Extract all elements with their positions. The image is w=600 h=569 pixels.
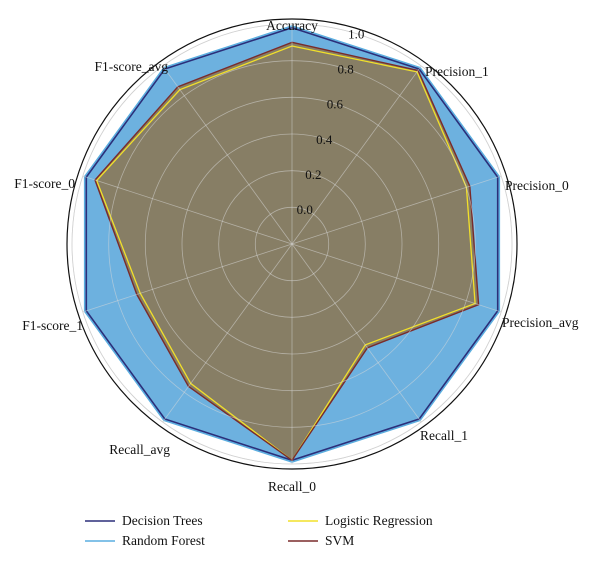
- spoke-gridline-overlay-6: [162, 243, 293, 423]
- axis-label-f1-score-avg: F1-score_avg: [95, 59, 169, 74]
- axis-label-recall-avg: Recall_avg: [109, 442, 170, 457]
- axis-label-precision-1: Precision_1: [425, 64, 489, 79]
- legend-label-svm: SVM: [325, 533, 354, 548]
- legend-label-logistic-regression: Logistic Regression: [325, 513, 433, 528]
- outer-frame-circle: [66, 18, 518, 470]
- spoke-gridline-overlay-3: [291, 243, 502, 313]
- axis-label-recall-0: Recall_0: [268, 479, 316, 494]
- spoke-gridline-overlay-8: [82, 175, 293, 245]
- radial-tick-label-1: 0.2: [305, 167, 321, 182]
- axis-label-recall-1: Recall_1: [420, 428, 468, 443]
- axis-label-precision-0: Precision_0: [505, 178, 569, 193]
- axis-label-accuracy: Accuracy: [266, 18, 318, 33]
- spoke-gridline-overlay-2: [291, 175, 502, 245]
- radial-tick-label-5: 1.0: [348, 27, 364, 42]
- legend: Decision Trees Random Forest Logistic Regr…: [85, 513, 433, 548]
- axis-label-f1-score-1: F1-score_1: [22, 318, 83, 333]
- axis-label-f1-score-0: F1-score_0: [14, 176, 75, 191]
- legend-label-decision-trees: Decision Trees: [122, 513, 203, 528]
- radial-tick-label-4: 0.8: [337, 62, 353, 77]
- spoke-gridline-overlay-4: [291, 243, 422, 423]
- axis-label-precision-avg: Precision_avg: [502, 315, 579, 330]
- radial-tick-label-0: 0.0: [297, 202, 313, 217]
- radial-tick-label-3: 0.6: [327, 97, 344, 112]
- plot-area: 0.0 0.2 0.4 0.6 0.8 1.0 Accuracy Precision_1 Pre…: [14, 18, 578, 494]
- spoke-gridline-overlay-7: [82, 243, 293, 313]
- spoke-gridline-overlay-1: [291, 65, 422, 245]
- legend-label-random-forest: Random Forest: [122, 533, 205, 548]
- spoke-gridline-overlay-9: [162, 65, 293, 245]
- radial-tick-label-2: 0.4: [316, 132, 333, 147]
